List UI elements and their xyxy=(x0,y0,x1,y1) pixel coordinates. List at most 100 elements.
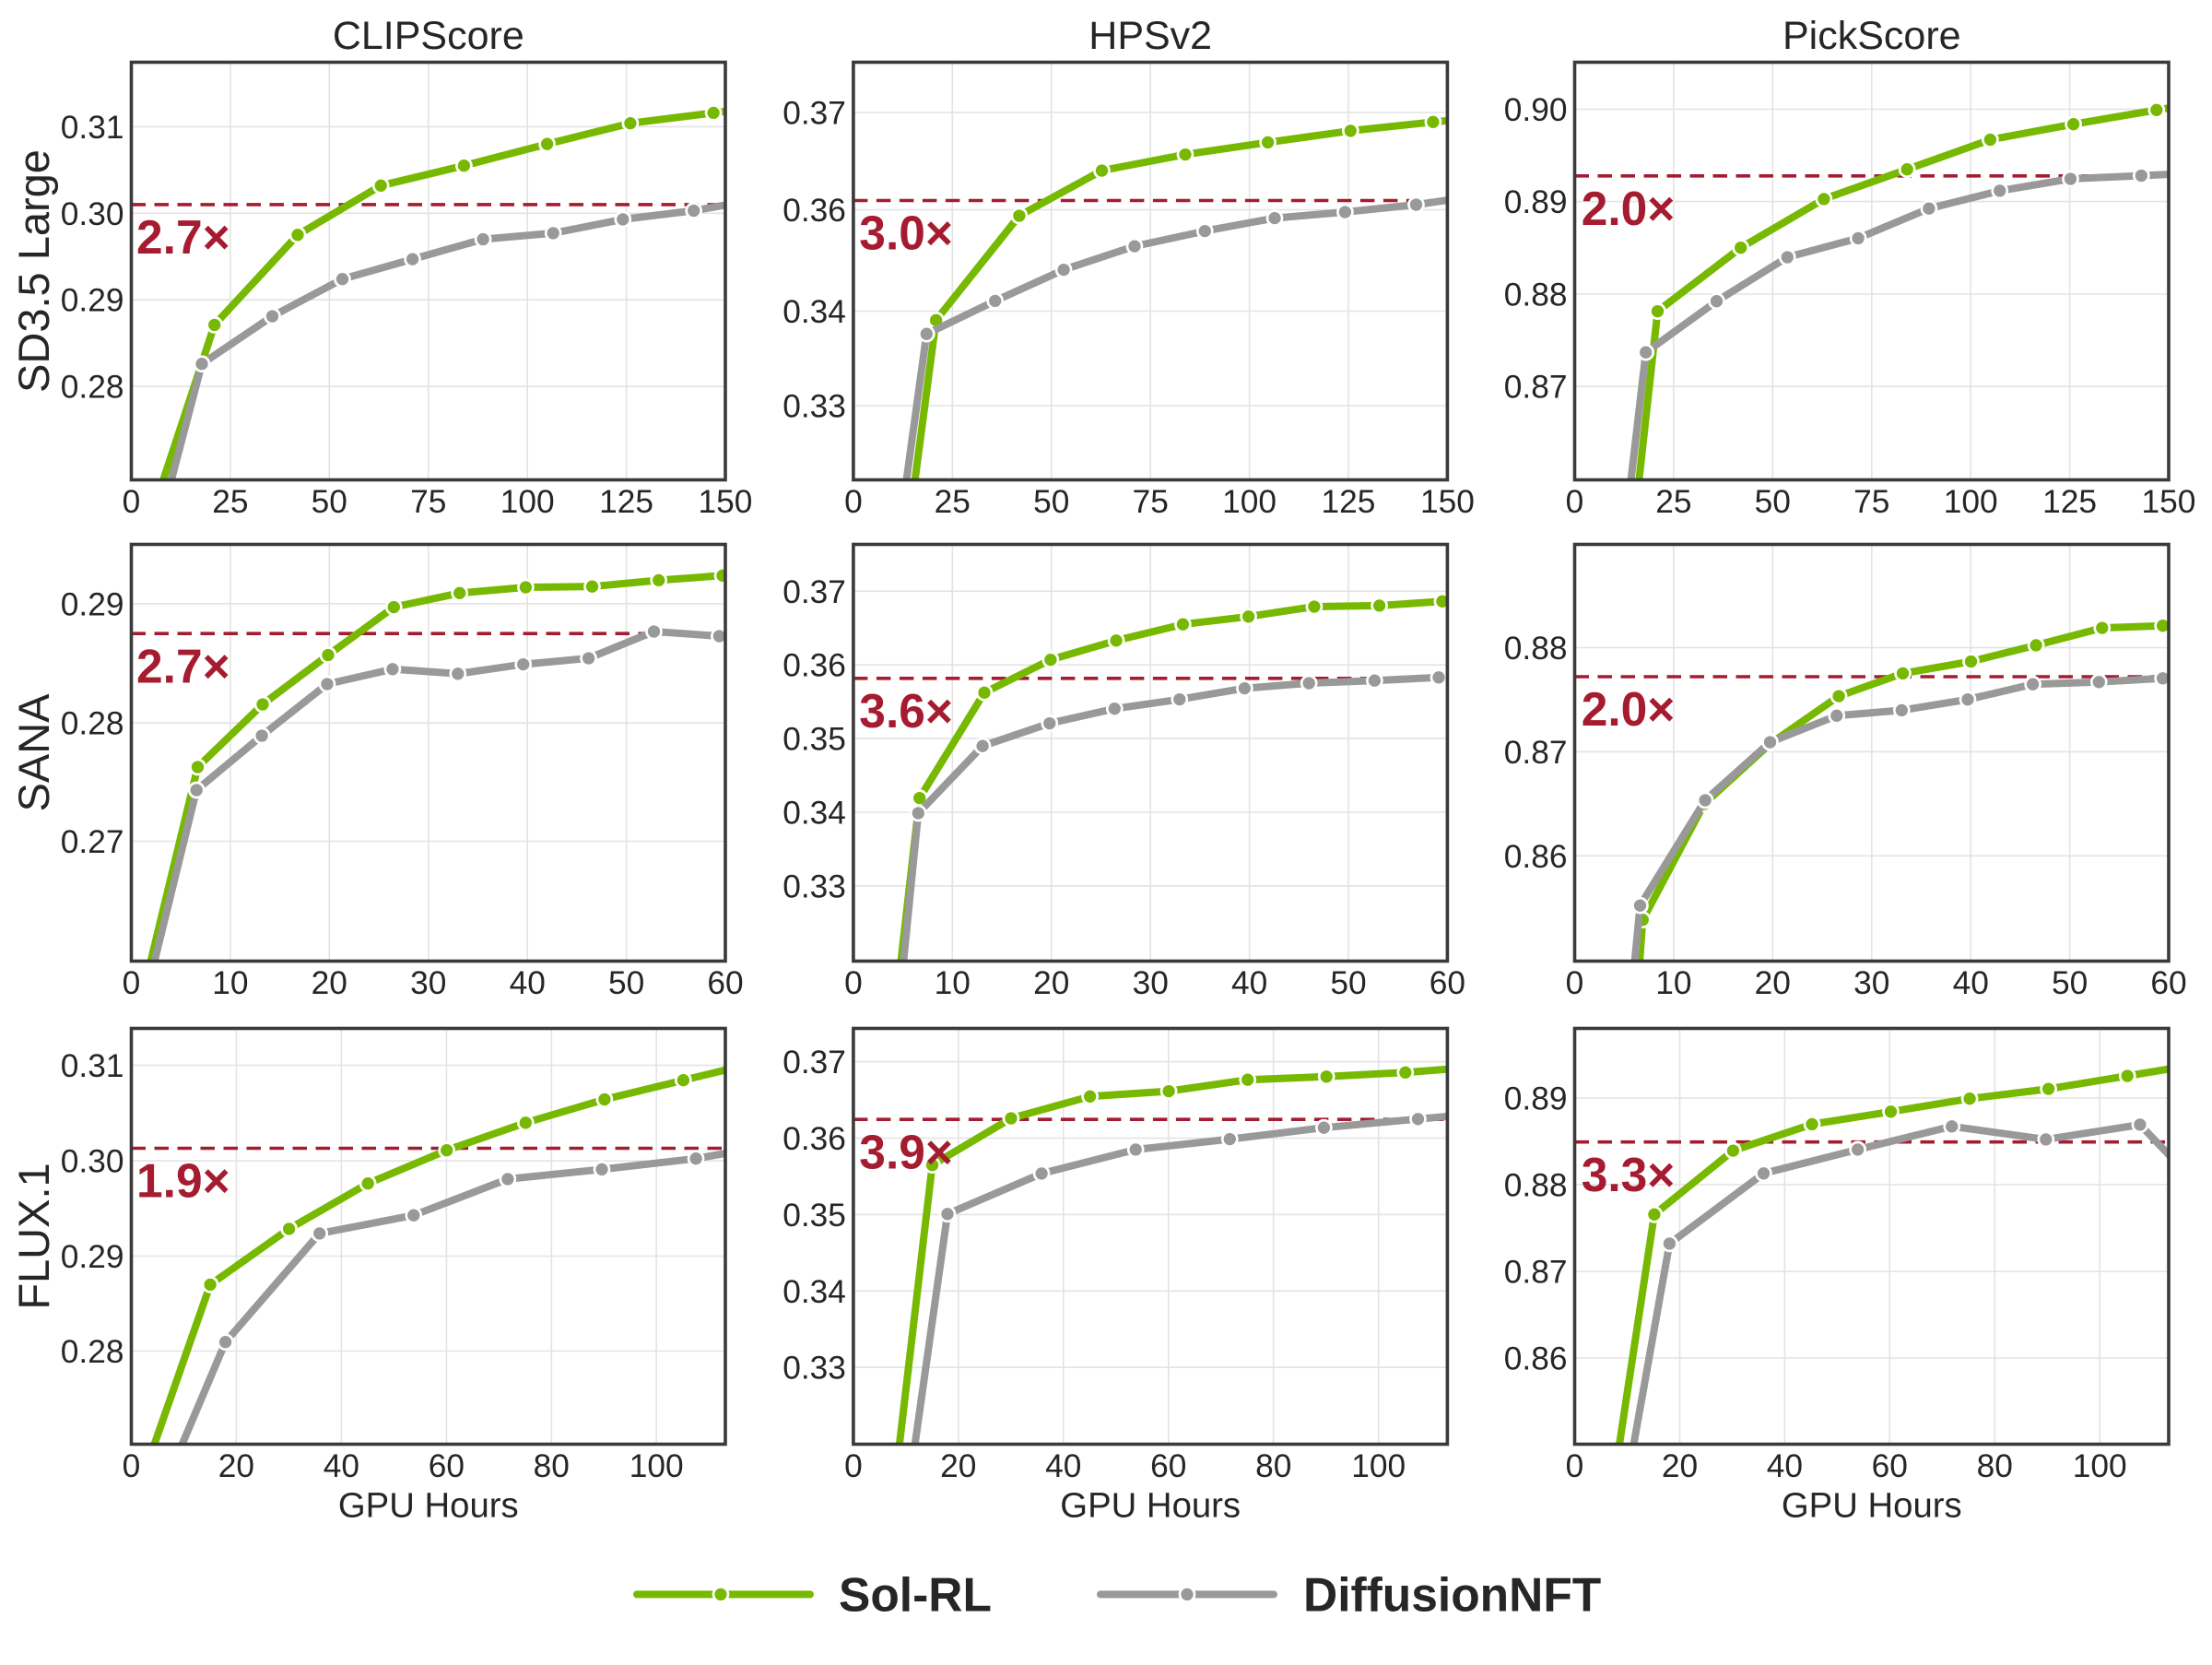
svg-text:100: 100 xyxy=(1222,484,1277,520)
svg-text:1.9×: 1.9× xyxy=(136,1154,230,1208)
svg-text:0: 0 xyxy=(1566,1448,1584,1484)
svg-text:75: 75 xyxy=(410,484,446,520)
svg-text:20: 20 xyxy=(1662,1448,1698,1484)
svg-text:0: 0 xyxy=(123,965,141,1001)
svg-text:50: 50 xyxy=(608,965,644,1001)
svg-text:0: 0 xyxy=(844,965,863,1001)
svg-text:50: 50 xyxy=(312,484,347,520)
svg-text:0.35: 0.35 xyxy=(782,722,846,758)
svg-text:2.7×: 2.7× xyxy=(136,210,230,264)
svg-text:0.28: 0.28 xyxy=(61,370,124,406)
svg-text:50: 50 xyxy=(2052,965,2088,1001)
svg-text:0.36: 0.36 xyxy=(782,193,846,229)
svg-text:0.37: 0.37 xyxy=(782,574,846,610)
svg-text:SANA: SANA xyxy=(9,693,58,812)
svg-text:150: 150 xyxy=(1420,484,1475,520)
svg-text:0: 0 xyxy=(844,1448,863,1484)
svg-text:0.31: 0.31 xyxy=(61,110,124,146)
svg-text:125: 125 xyxy=(599,484,653,520)
svg-text:0.37: 0.37 xyxy=(782,96,846,132)
svg-text:20: 20 xyxy=(312,965,347,1001)
svg-text:3.0×: 3.0× xyxy=(859,207,953,260)
svg-text:20: 20 xyxy=(940,1448,976,1484)
svg-text:75: 75 xyxy=(1853,484,1889,520)
svg-text:0.88: 0.88 xyxy=(1504,631,1568,667)
svg-text:CLIPScore: CLIPScore xyxy=(333,14,524,58)
svg-text:0.87: 0.87 xyxy=(1504,1255,1568,1291)
svg-text:50: 50 xyxy=(1033,484,1069,520)
svg-text:0.29: 0.29 xyxy=(61,283,124,319)
svg-text:0.33: 0.33 xyxy=(782,389,846,425)
svg-text:FLUX.1: FLUX.1 xyxy=(9,1163,58,1309)
svg-text:3.3×: 3.3× xyxy=(1582,1148,1676,1201)
svg-text:20: 20 xyxy=(218,1448,254,1484)
svg-text:0.33: 0.33 xyxy=(782,1351,846,1387)
svg-text:0.87: 0.87 xyxy=(1504,735,1568,771)
svg-text:0: 0 xyxy=(1566,484,1584,520)
svg-text:40: 40 xyxy=(1767,1448,1803,1484)
svg-text:100: 100 xyxy=(1351,1448,1406,1484)
svg-text:0.29: 0.29 xyxy=(61,1239,124,1275)
svg-text:0.86: 0.86 xyxy=(1504,1341,1568,1377)
svg-text:80: 80 xyxy=(1977,1448,2013,1484)
svg-text:60: 60 xyxy=(1872,1448,1908,1484)
svg-text:125: 125 xyxy=(1322,484,1376,520)
svg-text:100: 100 xyxy=(500,484,555,520)
svg-text:0: 0 xyxy=(123,1448,141,1484)
svg-text:20: 20 xyxy=(1033,965,1069,1001)
svg-text:0.27: 0.27 xyxy=(61,824,124,860)
svg-text:30: 30 xyxy=(1133,965,1169,1001)
svg-text:3.6×: 3.6× xyxy=(859,684,953,738)
svg-text:2.0×: 2.0× xyxy=(1582,182,1676,235)
svg-text:100: 100 xyxy=(1944,484,1998,520)
svg-text:0.90: 0.90 xyxy=(1504,92,1568,128)
svg-text:DiffusionNFT: DiffusionNFT xyxy=(1303,1567,1601,1621)
svg-text:50: 50 xyxy=(1755,484,1791,520)
svg-text:0.31: 0.31 xyxy=(61,1048,124,1084)
svg-text:2.0×: 2.0× xyxy=(1582,682,1676,736)
svg-text:100: 100 xyxy=(629,1448,684,1484)
svg-text:150: 150 xyxy=(2142,484,2196,520)
svg-text:0.89: 0.89 xyxy=(1504,184,1568,220)
svg-text:0.34: 0.34 xyxy=(782,1274,846,1310)
svg-text:60: 60 xyxy=(707,965,743,1001)
svg-text:125: 125 xyxy=(2042,484,2097,520)
svg-text:60: 60 xyxy=(2150,965,2186,1001)
svg-text:0.36: 0.36 xyxy=(782,1121,846,1157)
svg-text:10: 10 xyxy=(1655,965,1691,1001)
svg-text:40: 40 xyxy=(324,1448,359,1484)
svg-text:GPU Hours: GPU Hours xyxy=(1060,1486,1241,1526)
svg-text:GPU Hours: GPU Hours xyxy=(1782,1486,1962,1526)
svg-text:40: 40 xyxy=(510,965,546,1001)
svg-text:25: 25 xyxy=(1655,484,1691,520)
svg-text:75: 75 xyxy=(1133,484,1169,520)
svg-text:40: 40 xyxy=(1045,1448,1081,1484)
svg-text:0.29: 0.29 xyxy=(61,586,124,622)
svg-text:0.28: 0.28 xyxy=(61,706,124,742)
svg-text:30: 30 xyxy=(1853,965,1889,1001)
svg-text:0.34: 0.34 xyxy=(782,796,846,832)
svg-text:60: 60 xyxy=(1150,1448,1186,1484)
svg-text:10: 10 xyxy=(212,965,248,1001)
svg-text:0.35: 0.35 xyxy=(782,1198,846,1234)
svg-text:0.28: 0.28 xyxy=(61,1334,124,1370)
svg-text:0.88: 0.88 xyxy=(1504,278,1568,313)
svg-text:50: 50 xyxy=(1330,965,1366,1001)
svg-text:60: 60 xyxy=(429,1448,465,1484)
svg-text:0.37: 0.37 xyxy=(782,1045,846,1080)
svg-text:0: 0 xyxy=(123,484,141,520)
svg-text:0.30: 0.30 xyxy=(61,196,124,232)
svg-text:0: 0 xyxy=(844,484,863,520)
svg-text:20: 20 xyxy=(1755,965,1791,1001)
svg-text:0.30: 0.30 xyxy=(61,1144,124,1180)
svg-text:Sol-RL: Sol-RL xyxy=(839,1567,992,1621)
svg-text:0.89: 0.89 xyxy=(1504,1081,1568,1117)
svg-text:30: 30 xyxy=(410,965,446,1001)
svg-text:10: 10 xyxy=(935,965,971,1001)
svg-text:0.33: 0.33 xyxy=(782,868,846,904)
svg-text:80: 80 xyxy=(1255,1448,1291,1484)
svg-text:40: 40 xyxy=(1231,965,1267,1001)
svg-text:3.9×: 3.9× xyxy=(859,1125,953,1178)
svg-text:HPSv2: HPSv2 xyxy=(1088,14,1212,58)
svg-text:0.87: 0.87 xyxy=(1504,370,1568,406)
